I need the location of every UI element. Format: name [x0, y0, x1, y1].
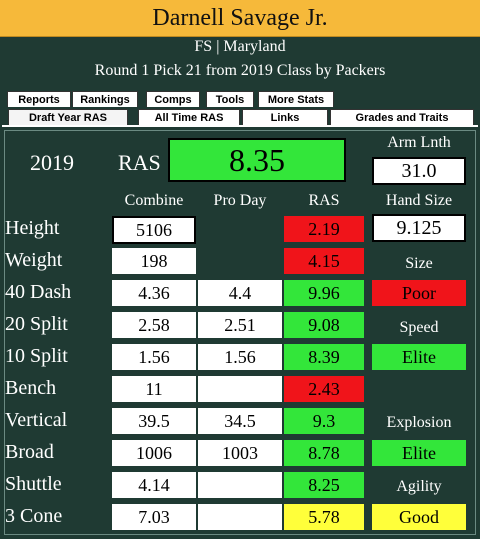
tab-rankings[interactable]: Rankings	[72, 91, 138, 107]
row-label-height: Height	[5, 217, 60, 239]
ras-20-split: 9.08	[284, 312, 364, 338]
ras-bench: 2.43	[284, 376, 364, 402]
tab-all-time-ras[interactable]: All Time RAS	[138, 109, 240, 125]
col-combine: Combine	[124, 192, 184, 209]
combine-3-cone: 7.03	[112, 504, 196, 530]
speed-label: Speed	[399, 319, 439, 336]
col-pro-day: Pro Day	[213, 192, 267, 209]
row-label-10-split: 10 Split	[5, 345, 68, 367]
ras-broad: 8.78	[284, 440, 364, 466]
ras-height: 2.19	[284, 216, 364, 242]
combine-40-dash: 4.36	[112, 280, 196, 306]
combine-shuttle: 4.14	[112, 472, 196, 498]
draft-info: Round 1 Pick 21 from 2019 Class by Packe…	[94, 62, 386, 79]
tab-reports[interactable]: Reports	[7, 91, 71, 107]
explosion-grade: Elite	[372, 440, 466, 466]
proday-3-cone	[198, 504, 282, 530]
proday-vertical: 34.5	[198, 408, 282, 434]
row-label-broad: Broad	[5, 441, 54, 463]
combine-20-split: 2.58	[112, 312, 196, 338]
tab-tools[interactable]: Tools	[206, 91, 254, 107]
player-name-header: Darnell Savage Jr.	[0, 0, 480, 37]
tab-grades-and-traits[interactable]: Grades and Traits	[330, 109, 474, 125]
tab-comps[interactable]: Comps	[146, 91, 200, 107]
row-label-weight: Weight	[5, 249, 63, 271]
arm-length-value: 31.0	[372, 157, 466, 185]
tab-more-stats[interactable]: More Stats	[258, 91, 334, 107]
ras-40-dash: 9.96	[284, 280, 364, 306]
combine-height: 5106	[112, 216, 196, 244]
speed-grade: Elite	[372, 344, 466, 370]
size-label: Size	[405, 255, 433, 272]
proday-bench	[198, 376, 282, 402]
proday-broad: 1003	[198, 440, 282, 466]
combine-bench: 11	[112, 376, 196, 402]
arm-length-label: Arm Lnth	[387, 134, 451, 151]
combine-10-split: 1.56	[112, 344, 196, 370]
proday-20-split: 2.51	[198, 312, 282, 338]
explosion-label: Explosion	[386, 414, 452, 431]
row-label-bench: Bench	[5, 377, 57, 399]
proday-40-dash: 4.4	[198, 280, 282, 306]
ras-shuttle: 8.25	[284, 472, 364, 498]
tab-draft-year-ras[interactable]: Draft Year RAS	[8, 109, 128, 125]
agility-label: Agility	[396, 478, 442, 495]
combine-vertical: 39.5	[112, 408, 196, 434]
col-ras: RAS	[308, 192, 340, 209]
proday-10-split: 1.56	[198, 344, 282, 370]
player-name: Darnell Savage Jr.	[152, 4, 328, 31]
ras-vertical: 9.3	[284, 408, 364, 434]
row-label-shuttle: Shuttle	[5, 473, 62, 495]
agility-grade: Good	[372, 504, 466, 530]
row-label-3-cone: 3 Cone	[5, 505, 63, 527]
position-school: FS | Maryland	[194, 38, 286, 55]
row-label-40-dash: 40 Dash	[5, 281, 72, 303]
ras-panel	[4, 130, 476, 535]
ras-score: 8.35	[168, 138, 346, 182]
row-label-20-split: 20 Split	[5, 313, 68, 335]
combine-weight: 198	[112, 248, 196, 274]
tab-divider	[2, 125, 478, 127]
ras-3-cone: 5.78	[284, 504, 364, 530]
row-label-vertical: Vertical	[5, 409, 68, 431]
combine-broad: 1006	[112, 440, 196, 466]
ras-label: RAS	[118, 150, 161, 175]
ras-10-split: 8.39	[284, 344, 364, 370]
size-grade: Poor	[372, 280, 466, 306]
tab-links[interactable]: Links	[242, 109, 328, 125]
hand-size-label: Hand Size	[385, 192, 453, 209]
proday-shuttle	[198, 472, 282, 498]
draft-year: 2019	[30, 150, 74, 175]
hand-size-value: 9.125	[372, 214, 466, 242]
ras-weight: 4.15	[284, 248, 364, 274]
